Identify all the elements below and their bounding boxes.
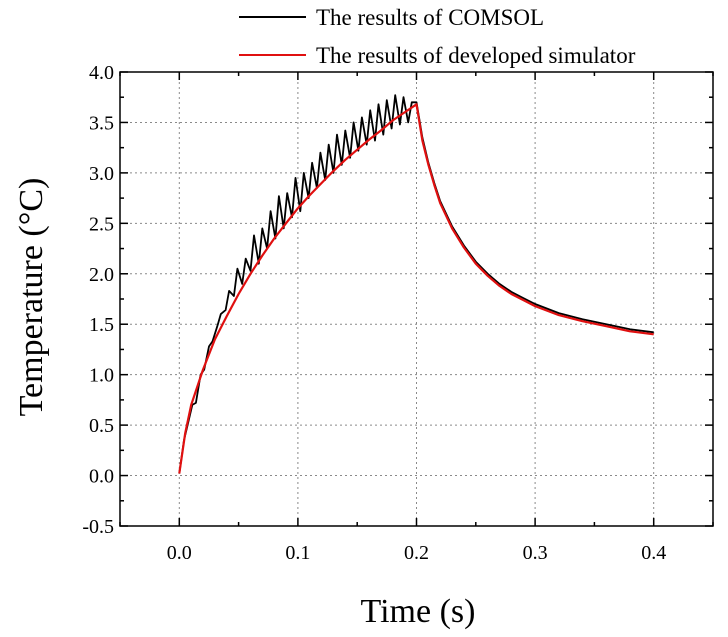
y-tick-label: 2.0	[89, 264, 114, 286]
x-tick-label: 0.1	[285, 542, 310, 564]
y-tick-label: -0.5	[82, 516, 114, 538]
x-tick-label: 0.4	[641, 542, 666, 564]
x-tick-label: 0.0	[167, 542, 192, 564]
tick-labels: 0.0 0.1 0.2 0.3 0.4 -0.5 0.0 0.5 1.0 1.5 2.0 2.5 3.0…	[82, 62, 666, 564]
x-tick-label: 0.3	[523, 542, 548, 564]
y-tick-label: 1.5	[89, 314, 114, 336]
legend-label-comsol: The results of COMSOL	[316, 5, 544, 30]
x-axis-title: Time (s)	[361, 593, 476, 630]
axes	[119, 71, 714, 527]
y-tick-label: 0.5	[89, 415, 114, 437]
y-axis-title: Temperature (°C)	[13, 178, 50, 417]
series-line-simulator	[178, 103, 654, 474]
x-tick-label: 0.2	[404, 542, 429, 564]
y-tick-label: 0.0	[89, 466, 114, 488]
legend-label-simulator: The results of developed simulator	[316, 43, 636, 68]
y-tick-label: 4.0	[89, 62, 114, 84]
y-tick-label: 2.5	[89, 213, 114, 235]
y-tick-label: 1.0	[89, 365, 114, 387]
series-line-comsol	[178, 94, 654, 474]
y-tick-label: 3.5	[89, 112, 114, 134]
y-tick-label: 3.0	[89, 163, 114, 185]
gridlines	[120, 71, 713, 527]
legend: The results of COMSOL The results of dev…	[239, 5, 636, 68]
series-lines	[178, 94, 654, 474]
